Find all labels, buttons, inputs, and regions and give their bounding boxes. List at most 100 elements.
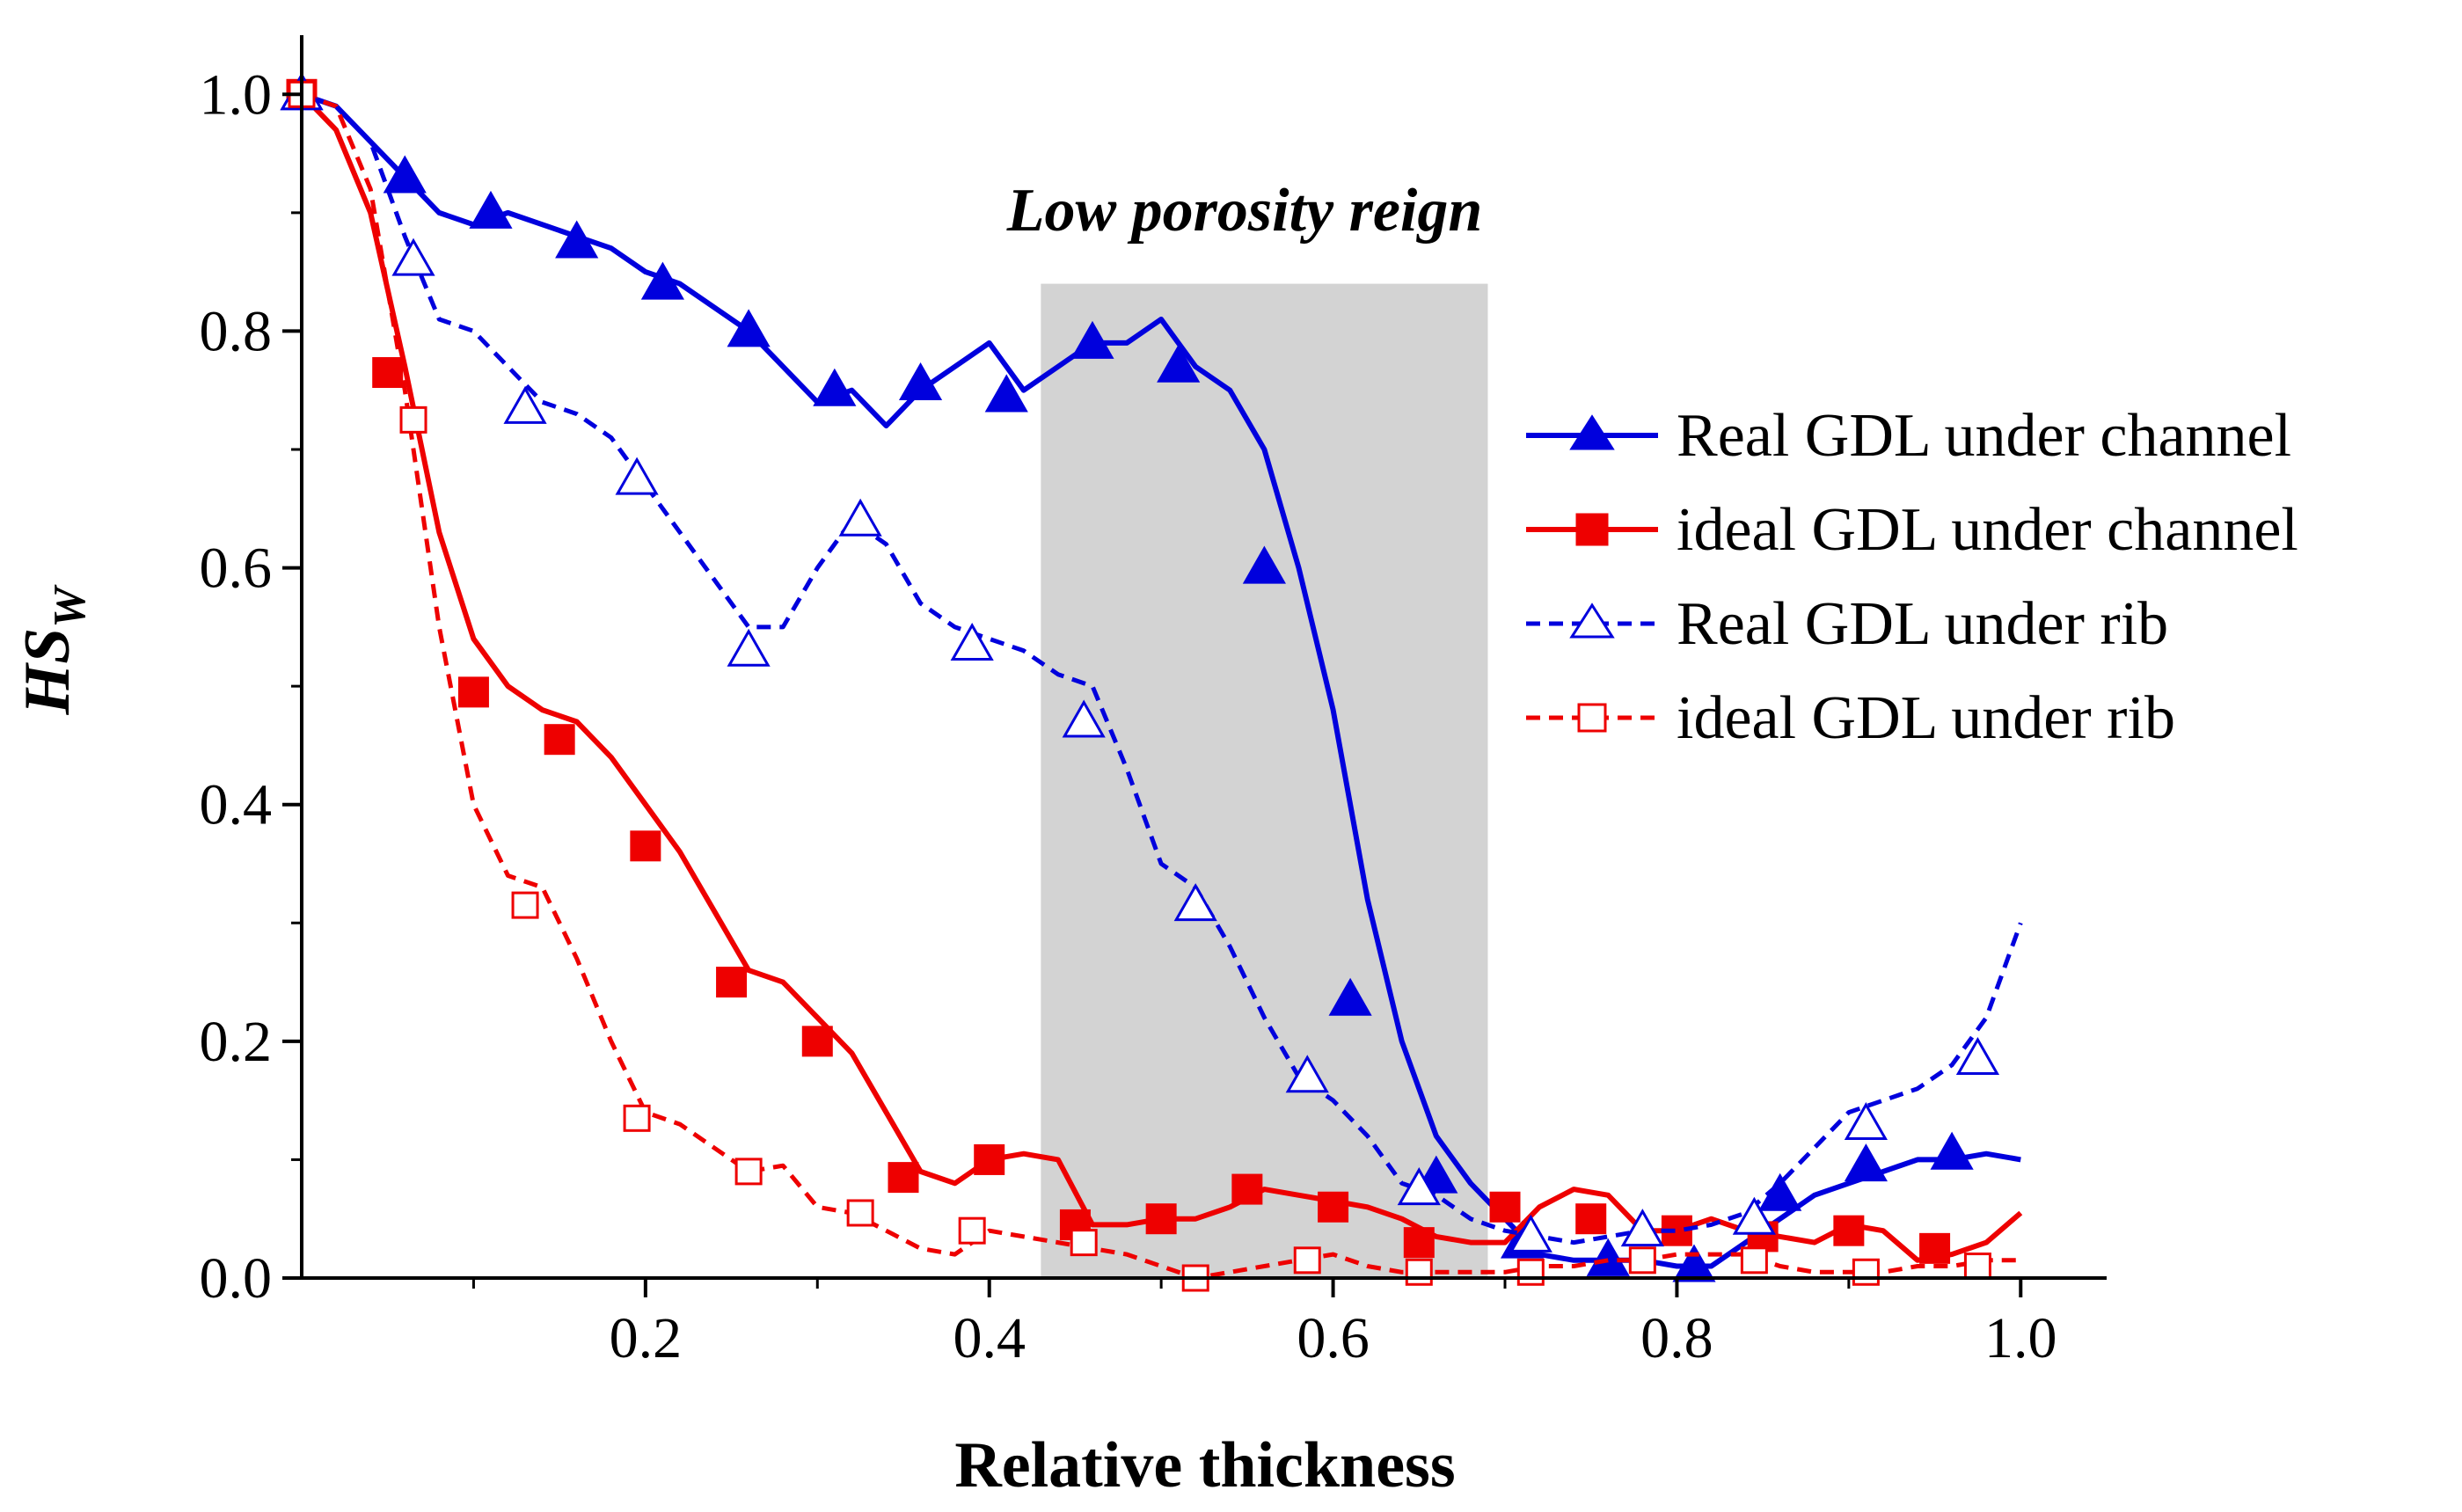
x-axis-title: Relative thickness [954,1429,1455,1501]
legend-entry-real-channel: Real GDL under channel [1526,402,2291,470]
data-point-2-10 [1397,1167,1441,1206]
data-point-1-3 [544,724,575,756]
data-point-0-10 [1157,344,1201,383]
data-point-2-5 [838,498,882,537]
axes-layer [300,35,2107,1280]
y-tick-label-1: 0.2 [200,1010,273,1074]
data-point-2-12 [1620,1209,1664,1247]
data-point-2-7 [1062,699,1106,738]
legend-entry-ideal-rib: ideal GDL under rib [1526,684,2175,752]
x-tick-label-2: 0.6 [1297,1306,1370,1370]
data-point-2-9 [1285,1055,1329,1093]
data-point-2-1 [391,237,435,276]
data-point-0-4 [640,261,684,300]
legend-label-real-channel: Real GDL under channel [1677,402,2291,470]
series-line-0 [301,91,2021,1269]
data-point-0-1 [383,155,427,194]
data-point-1-4 [630,830,661,862]
data-point-3-2 [511,891,539,919]
data-point-2-4 [727,628,771,667]
data-point-3-3 [623,1104,651,1132]
data-point-3-11 [1516,1258,1545,1286]
data-point-0-3 [555,220,599,259]
x-tick-label-0: 0.2 [610,1306,683,1370]
data-point-3-5 [846,1199,874,1227]
data-point-1-18 [1833,1215,1865,1246]
legend-entry-real-rib: Real GDL under rib [1526,590,2168,658]
data-point-2-6 [950,623,994,661]
data-point-2-13 [1732,1196,1776,1235]
data-point-3-12 [1628,1246,1656,1275]
series-2 [280,72,2023,1253]
y-tick-label-0: 0.0 [200,1246,273,1311]
legend-label-ideal-rib: ideal GDL under rib [1677,684,2175,752]
data-point-1-8 [974,1143,1005,1175]
series-line-3 [301,91,2021,1281]
data-point-2-3 [615,457,659,495]
data-point-2-14 [1844,1102,1888,1141]
low-porosity-region [1041,283,1488,1279]
data-point-1-1 [372,357,404,389]
data-point-1-15 [1575,1203,1607,1235]
data-point-0-2 [469,190,513,229]
region-annotation: Low porosity reign [1006,177,1483,245]
data-point-3-1 [399,405,427,434]
ticks-layer: 0.2 0.4 0.6 0.8 1.0 0.0 0.2 0.4 0.6 0.8 1.0 [200,62,2057,1370]
data-point-1-5 [716,967,748,998]
legend-label-real-rib: Real GDL under rib [1677,590,2168,658]
region-layer [1041,283,1488,1279]
y-axis-title-sub: W [45,584,95,628]
data-point-3-10 [1405,1258,1433,1286]
data-point-1-11 [1231,1173,1263,1205]
data-point-1-13 [1403,1227,1435,1259]
data-point-0-6 [813,368,857,406]
y-tick-label-2: 0.4 [200,773,273,837]
data-point-0-15 [1586,1238,1630,1276]
legend-marker-real-rib [1569,603,1615,639]
data-point-3-14 [1852,1258,1880,1286]
data-point-3-6 [958,1216,986,1245]
data-point-2-15 [1955,1037,2000,1076]
data-point-0-7 [898,362,943,400]
data-point-2-11 [1509,1214,1552,1253]
x-tick-label-4: 1.0 [1984,1306,2057,1370]
x-tick-label-3: 0.8 [1640,1306,1713,1370]
data-point-3-13 [1740,1246,1768,1275]
series-layer [280,72,2023,1292]
series-0 [280,72,2021,1282]
data-point-3-15 [1963,1253,1991,1281]
legend-entry-ideal-channel: ideal GDL under channel [1526,496,2298,564]
data-point-0-16 [1672,1244,1716,1282]
data-point-1-10 [1145,1203,1177,1235]
data-point-0-8 [984,374,1028,413]
data-point-1-6 [801,1026,833,1057]
data-point-1-19 [1919,1232,1951,1264]
y-tick-label-5: 1.0 [200,62,273,127]
data-point-1-2 [457,676,489,708]
data-point-1-12 [1318,1191,1349,1223]
data-point-0-18 [1844,1143,1888,1182]
y-tick-label-3: 0.6 [200,537,273,601]
data-point-0-19 [1930,1131,1974,1170]
data-point-2-8 [1173,883,1217,922]
data-point-3-9 [1293,1246,1321,1275]
y-tick-label-4: 0.8 [200,299,273,363]
legend-marker-real-channel [1569,414,1615,450]
legend-marker-ideal-rib [1577,703,1607,733]
y-axis-title-main: HS [11,628,84,716]
data-point-0-11 [1242,545,1286,584]
data-point-2-2 [503,385,547,424]
data-point-3-7 [1070,1229,1098,1257]
series-line-2 [301,91,2023,1245]
data-point-0-5 [727,309,771,347]
legend-marker-ideal-channel [1575,513,1609,546]
y-axis-title: HSW [11,584,95,716]
data-point-1-7 [888,1162,919,1194]
data-point-0-9 [1070,320,1114,359]
data-point-0-12 [1328,977,1372,1016]
data-point-1-14 [1489,1191,1521,1223]
legend: Real GDL under channel ideal GDL under c… [1526,402,2298,752]
legend-label-ideal-channel: ideal GDL under channel [1677,496,2298,564]
data-point-3-4 [734,1158,763,1186]
